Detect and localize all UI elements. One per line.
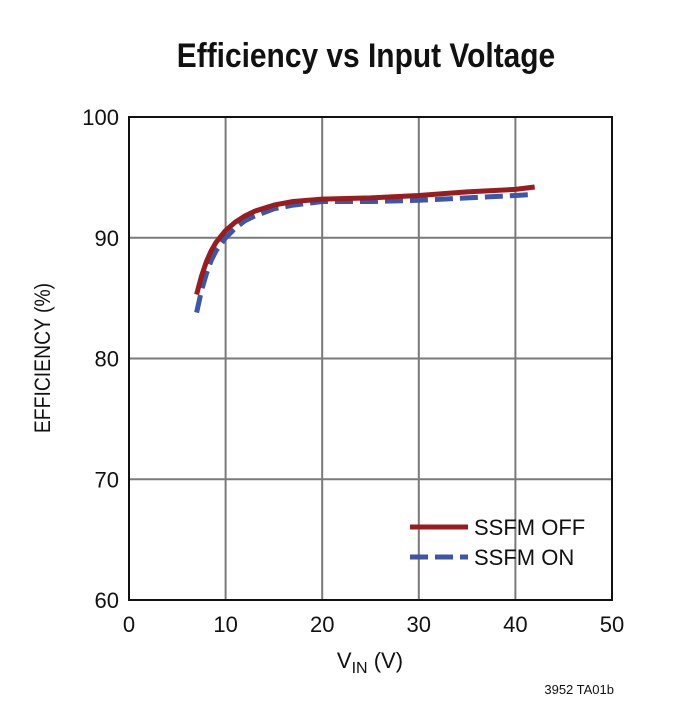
plot-frame	[128, 116, 613, 601]
legend-label: SSFM ON	[474, 545, 574, 570]
x-tick-label: 20	[310, 612, 334, 637]
y-tick-label: 80	[95, 347, 119, 372]
x-tick-label: 50	[600, 612, 624, 637]
series-line-ssfm-on	[194, 191, 535, 314]
x-tick-label: 0	[123, 612, 135, 637]
y-tick-label: 70	[95, 467, 119, 492]
y-tick-label: 60	[95, 588, 119, 613]
x-tick-label: 10	[213, 612, 237, 637]
x-axis-label-main: V	[337, 648, 352, 673]
chart-title: Efficiency vs Input Voltage	[177, 36, 555, 74]
y-axis-label: EFFICIENCY (%)	[31, 283, 55, 433]
x-axis-label-sub: IN	[352, 660, 368, 677]
y-tick-label: 100	[82, 105, 119, 130]
series-line-ssfm-off	[194, 184, 536, 296]
x-axis-label: VIN (V)	[337, 648, 403, 677]
y-tick-label: 90	[95, 226, 119, 251]
legend-label: SSFM OFF	[474, 515, 585, 540]
series-lines	[194, 184, 536, 314]
x-tick-label: 30	[407, 612, 431, 637]
footnote: 3952 TA01b	[544, 682, 614, 697]
x-axis-label-unit: (V)	[368, 648, 403, 673]
x-tick-label: 40	[503, 612, 527, 637]
tick-labels: 0 10 20 30 40 50 60 70 80 90 100	[82, 105, 624, 637]
legend: SSFM OFF SSFM ON	[410, 515, 585, 570]
